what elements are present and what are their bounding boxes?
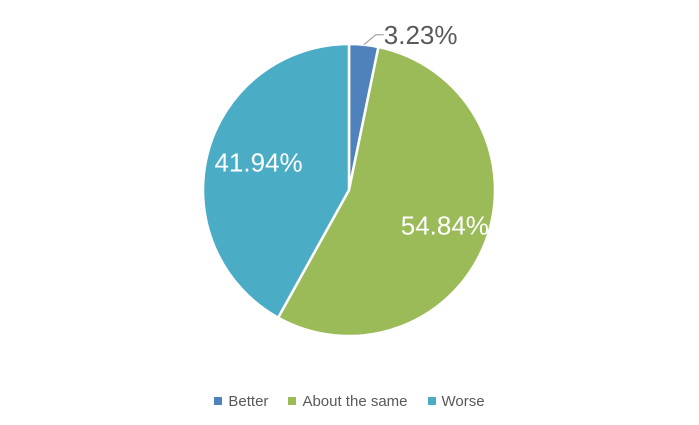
legend-swatch-better — [214, 397, 223, 405]
pie-slices — [201, 42, 497, 338]
legend-item-about-the-same: About the same — [288, 392, 408, 410]
legend-swatch-about-the-same — [288, 397, 297, 405]
legend-label-about-the-same: About the same — [302, 392, 408, 410]
legend-item-better: Better — [214, 393, 268, 410]
data-label-better: 3.23% — [384, 20, 458, 50]
data-label-worse: 41.94% — [214, 148, 302, 178]
leader-lines — [363, 34, 384, 46]
legend-swatch-worse — [427, 397, 436, 405]
legend-label-better: Better — [228, 392, 269, 410]
data-labels: 3.23% 54.84% 41.94% — [214, 20, 488, 241]
legend-item-worse: Worse — [427, 392, 485, 410]
legend: Better About the same Worse — [0, 391, 699, 411]
pie-slice-about-the-same — [276, 45, 497, 338]
pie-slice-worse — [201, 42, 351, 319]
leader-line-better — [363, 34, 384, 46]
data-label-about-the-same: 54.84% — [401, 211, 489, 241]
legend-label-worse: Worse — [441, 392, 485, 410]
